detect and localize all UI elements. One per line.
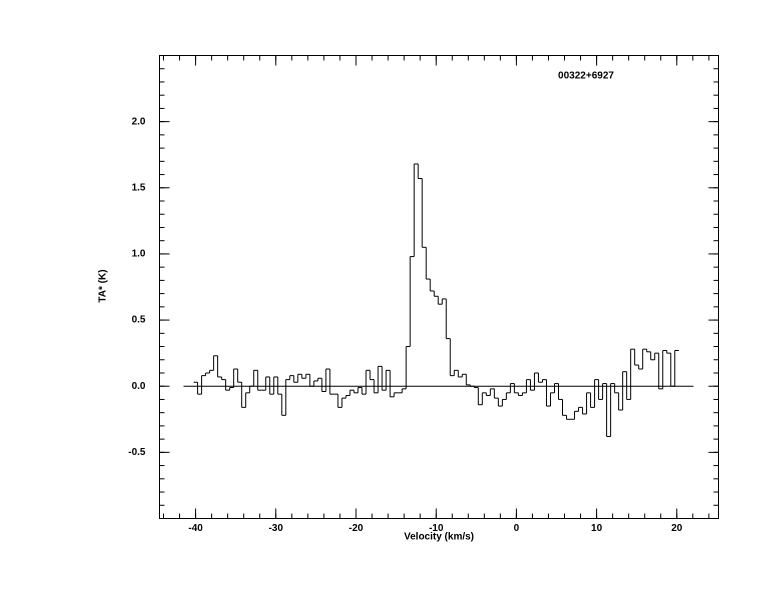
x-axis-label: Velocity (km/s) xyxy=(404,532,474,543)
x-tick-label: 20 xyxy=(671,523,683,534)
y-tick-label: 1.0 xyxy=(132,249,146,260)
plot-frame xyxy=(159,55,719,519)
x-tick-label: -30 xyxy=(269,523,284,534)
y-tick-label: -0.5 xyxy=(128,447,146,458)
y-tick-label: 0.5 xyxy=(132,315,146,326)
x-tick-label: -10 xyxy=(429,523,444,534)
x-tick-label: -20 xyxy=(349,523,364,534)
y-tick-label: 2.0 xyxy=(132,116,146,127)
y-tick-label: 1.5 xyxy=(132,182,146,193)
y-tick-label: 0.0 xyxy=(132,381,146,392)
x-tick-label: 0 xyxy=(514,523,520,534)
y-axis-label: TA* (K) xyxy=(98,269,109,302)
x-tick-label: 10 xyxy=(591,523,603,534)
chart-title: 00322+6927 xyxy=(558,71,614,82)
x-tick-label: -40 xyxy=(188,523,203,534)
